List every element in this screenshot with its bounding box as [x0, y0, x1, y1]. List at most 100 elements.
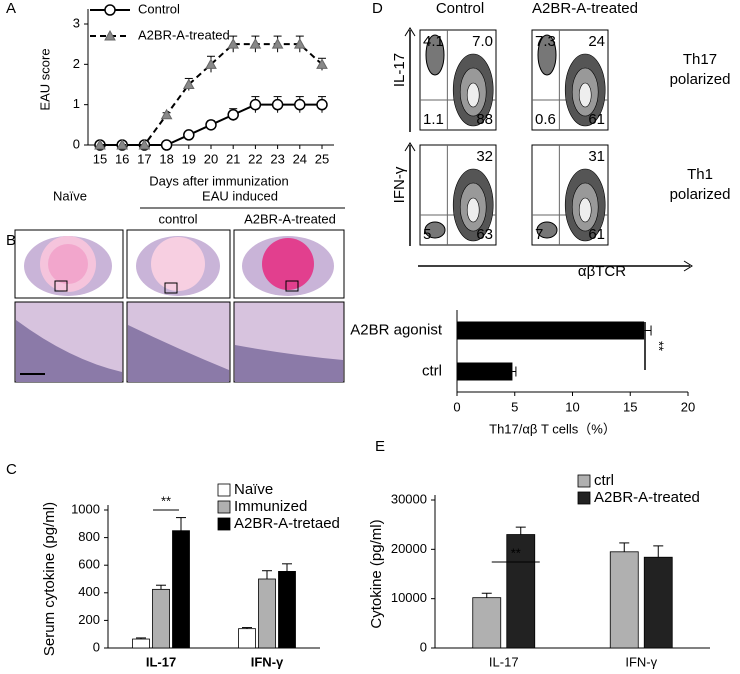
y-tick-label: 1	[73, 96, 80, 111]
x-axis-label: Th17/αβ T cells（%）	[489, 421, 616, 436]
bar	[457, 362, 513, 381]
quadrant-percent: 61	[588, 111, 605, 128]
point	[104, 4, 116, 16]
point	[249, 98, 262, 111]
x-tick-label: 16	[115, 151, 129, 166]
panel-label: A	[6, 0, 16, 17]
significance-label: **	[511, 545, 521, 560]
point	[293, 38, 306, 49]
histology-label: EAU induced	[202, 188, 278, 203]
point	[94, 138, 106, 150]
legend-label: A2BR-A-treated	[138, 27, 230, 42]
x-tick-label: 19	[182, 151, 196, 166]
flow-column: Control	[436, 0, 484, 17]
significance-label: **	[161, 493, 171, 508]
x-tick-label: 24	[293, 151, 307, 166]
quadrant-percent: 0.6	[535, 111, 556, 128]
legend-label: Control	[138, 1, 180, 16]
x-tick-label: IL-17	[489, 654, 519, 669]
point	[227, 109, 239, 121]
bar	[278, 571, 296, 649]
bar	[457, 321, 645, 340]
flow-population	[537, 34, 557, 76]
point	[205, 58, 217, 69]
y-tick-label: 1000	[71, 501, 100, 516]
quadrant-percent: 31	[588, 148, 605, 165]
legend-label: Naïve	[234, 481, 273, 498]
point	[227, 38, 240, 49]
quadrant-percent: 88	[476, 111, 493, 128]
x-tick-label: 15	[93, 151, 107, 166]
y-tick-label: 400	[78, 584, 100, 599]
bar	[506, 534, 536, 649]
y-tick-label: 0	[93, 639, 100, 654]
series-line	[100, 43, 323, 146]
flow-column: A2BR-A-treated	[532, 0, 638, 17]
quadrant-percent: 24	[588, 33, 605, 50]
quadrant-percent: 7	[535, 226, 543, 243]
flow-y-label: IFN-γ	[391, 166, 408, 203]
y-tick-label: 3	[73, 15, 80, 30]
bar	[472, 597, 502, 649]
panel-label: E	[375, 438, 385, 455]
y-tick-label: ctrl	[422, 362, 442, 379]
flow-population	[466, 197, 480, 223]
quadrant-percent: 1.1	[423, 111, 444, 128]
quadrant-percent: 61	[588, 226, 605, 243]
legend-label: Immunized	[234, 498, 307, 515]
flow-population	[466, 82, 480, 108]
legend-swatch	[577, 491, 591, 505]
legend-label: ctrl	[594, 472, 614, 489]
flow-condition: Th1	[687, 166, 713, 183]
x-tick-label: 10	[565, 399, 579, 414]
point	[205, 119, 217, 131]
legend-label: A2BR-A-treated	[594, 489, 700, 506]
panel-label: D	[372, 0, 383, 17]
legend-label: A2BR-A-tretaed	[234, 515, 340, 532]
x-tick-label: 21	[226, 151, 240, 166]
legend-swatch	[217, 517, 231, 531]
quadrant-percent: 32	[476, 148, 493, 165]
histology-label: control	[158, 211, 197, 226]
quadrant-percent: 63	[476, 226, 493, 243]
point	[294, 98, 306, 111]
quadrant-percent: 7.0	[472, 33, 493, 50]
y-tick-label: 0	[73, 136, 80, 151]
histology-label: A2BR-A-treated	[244, 211, 336, 226]
y-tick-label: 2	[73, 56, 80, 71]
bar	[643, 556, 673, 649]
point	[271, 98, 284, 111]
flow-condition: polarized	[670, 71, 731, 88]
legend-swatch	[217, 483, 231, 497]
point	[116, 138, 129, 150]
point	[271, 38, 284, 49]
point	[316, 58, 328, 69]
point	[182, 78, 195, 89]
x-tick-label: IL-17	[146, 654, 176, 669]
flow-condition: polarized	[670, 186, 731, 203]
y-axis-label: EAU score	[37, 48, 52, 110]
axis-arrow	[683, 260, 693, 272]
x-tick-label: IFN-γ	[625, 654, 657, 669]
axis-arrow	[404, 142, 416, 152]
y-axis-label: Serum cytokine (pg/ml)	[41, 502, 58, 656]
x-tick-label: IFN-γ	[251, 654, 284, 669]
x-tick-label: 22	[248, 151, 262, 166]
y-tick-label: A2BR agonist	[350, 321, 443, 338]
y-tick-label: 200	[78, 612, 100, 627]
x-tick-label: 0	[453, 399, 460, 414]
axis-arrow	[404, 27, 416, 37]
y-tick-label: 800	[78, 529, 100, 544]
x-tick-label: 25	[315, 151, 329, 166]
bar	[609, 551, 639, 649]
point	[183, 129, 195, 141]
y-tick-label: 0	[420, 639, 427, 654]
legend-swatch	[217, 500, 231, 514]
flow-x-label: αβTCR	[578, 263, 626, 280]
quadrant-percent: 7.3	[535, 33, 556, 50]
quadrant-percent: 5	[423, 226, 431, 243]
bar	[172, 530, 190, 649]
panel-label: C	[6, 461, 17, 478]
point	[160, 139, 173, 151]
